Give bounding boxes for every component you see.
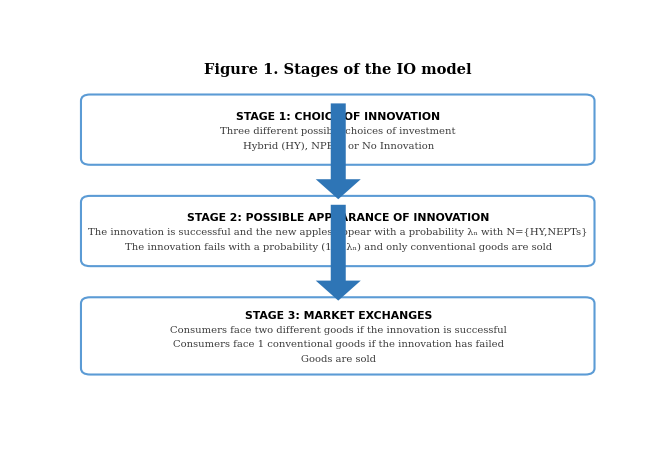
Text: Three different possible choices of investment: Three different possible choices of inve… [220, 127, 456, 136]
Text: Consumers face 1 conventional goods if the innovation has failed: Consumers face 1 conventional goods if t… [173, 340, 504, 350]
FancyBboxPatch shape [81, 94, 595, 165]
FancyBboxPatch shape [81, 196, 595, 266]
Text: The innovation fails with a probability (1 − λₙ) and only conventional goods are: The innovation fails with a probability … [125, 243, 552, 252]
Text: STAGE 3: MARKET EXCHANGES: STAGE 3: MARKET EXCHANGES [245, 311, 432, 321]
Text: STAGE 2: POSSIBLE APPEARANCE OF INNOVATION: STAGE 2: POSSIBLE APPEARANCE OF INNOVATI… [187, 213, 490, 223]
Text: The innovation is successful and the new apples appear with a probability λₙ wit: The innovation is successful and the new… [88, 228, 588, 237]
Text: Consumers face two different goods if the innovation is successful: Consumers face two different goods if th… [170, 326, 507, 335]
Text: Hybrid (HY), NPETs or No Innovation: Hybrid (HY), NPETs or No Innovation [243, 142, 434, 151]
Text: STAGE 1: CHOICE OF INNOVATION: STAGE 1: CHOICE OF INNOVATION [236, 112, 440, 122]
FancyBboxPatch shape [81, 297, 595, 375]
Text: Goods are sold: Goods are sold [301, 355, 376, 364]
Text: Figure 1. Stages of the IO model: Figure 1. Stages of the IO model [205, 63, 472, 77]
